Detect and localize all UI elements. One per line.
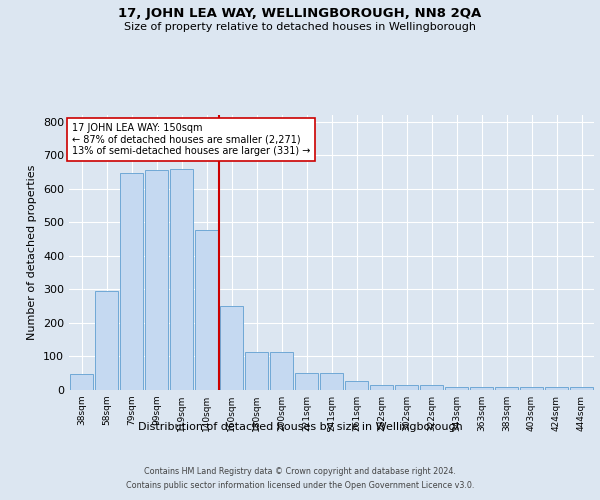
Bar: [520, 387, 544, 390]
Text: 17, JOHN LEA WAY, WELLINGBOROUGH, NN8 2QA: 17, JOHN LEA WAY, WELLINGBOROUGH, NN8 2Q…: [118, 8, 482, 20]
Bar: [370, 385, 394, 390]
Bar: [269, 352, 293, 390]
Bar: [220, 306, 244, 390]
Bar: [320, 372, 343, 390]
Text: Contains HM Land Registry data © Crown copyright and database right 2024.: Contains HM Land Registry data © Crown c…: [144, 468, 456, 476]
Text: Size of property relative to detached houses in Wellingborough: Size of property relative to detached ho…: [124, 22, 476, 32]
Bar: [344, 380, 368, 390]
Bar: [70, 374, 94, 390]
Bar: [545, 387, 568, 390]
Y-axis label: Number of detached properties: Number of detached properties: [28, 165, 37, 340]
Bar: [194, 230, 218, 390]
Bar: [295, 372, 319, 390]
Bar: [569, 387, 593, 390]
Bar: [170, 168, 193, 390]
Bar: [470, 387, 493, 390]
Bar: [494, 387, 518, 390]
Text: 17 JOHN LEA WAY: 150sqm
← 87% of detached houses are smaller (2,271)
13% of semi: 17 JOHN LEA WAY: 150sqm ← 87% of detache…: [71, 123, 310, 156]
Text: Contains public sector information licensed under the Open Government Licence v3: Contains public sector information licen…: [126, 481, 474, 490]
Bar: [119, 172, 143, 390]
Bar: [395, 386, 418, 390]
Bar: [245, 352, 268, 390]
Text: Distribution of detached houses by size in Wellingborough: Distribution of detached houses by size …: [137, 422, 463, 432]
Bar: [95, 292, 118, 390]
Bar: [445, 387, 469, 390]
Bar: [145, 170, 169, 390]
Bar: [419, 386, 443, 390]
